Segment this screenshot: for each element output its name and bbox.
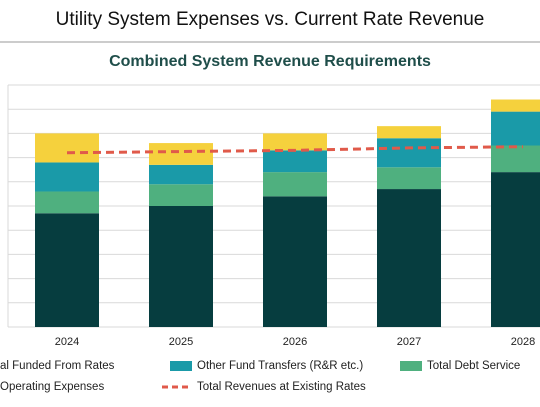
x-tick-label: 2027 [397,336,421,348]
legend-label: Total Revenues at Existing Rates [197,381,366,393]
bar-segment [149,184,213,206]
bar-segment [149,206,213,327]
chart-title: Combined System Revenue Requirements [109,53,431,70]
bar-segment [35,133,99,163]
bar-segment [377,138,441,168]
bar-segment [263,196,327,327]
bar-segment [491,145,540,173]
bar-segment [377,167,441,190]
bar-segment [35,162,99,192]
legend-label: Operating Expenses [0,381,104,393]
bar-segment [263,172,327,197]
bar-segment [491,172,540,327]
bar-segment [149,143,213,165]
x-tick-label: 2026 [283,336,307,348]
bar-segment [149,164,213,185]
legend-swatch [400,361,422,371]
bar-segment [491,111,540,146]
legend-label: Total Debt Service [427,360,520,372]
legend-label: Other Fund Transfers (R&R etc.) [197,360,363,372]
x-tick-label: 2024 [55,336,79,348]
bar-segment [491,99,540,112]
bar-segment [35,191,99,214]
bar-segment [377,189,441,327]
legend-label: al Funded From Rates [0,360,115,372]
legend-swatch [170,361,192,371]
bar-segment [35,213,99,327]
x-tick-label: 2025 [169,336,193,348]
bar-segment [377,126,441,139]
line [66,145,524,155]
bar-segment [263,150,327,173]
slide-title: Utility System Expenses vs. Current Rate… [56,9,485,30]
x-tick-label: 2028 [511,336,535,348]
bar-segment [263,133,327,151]
